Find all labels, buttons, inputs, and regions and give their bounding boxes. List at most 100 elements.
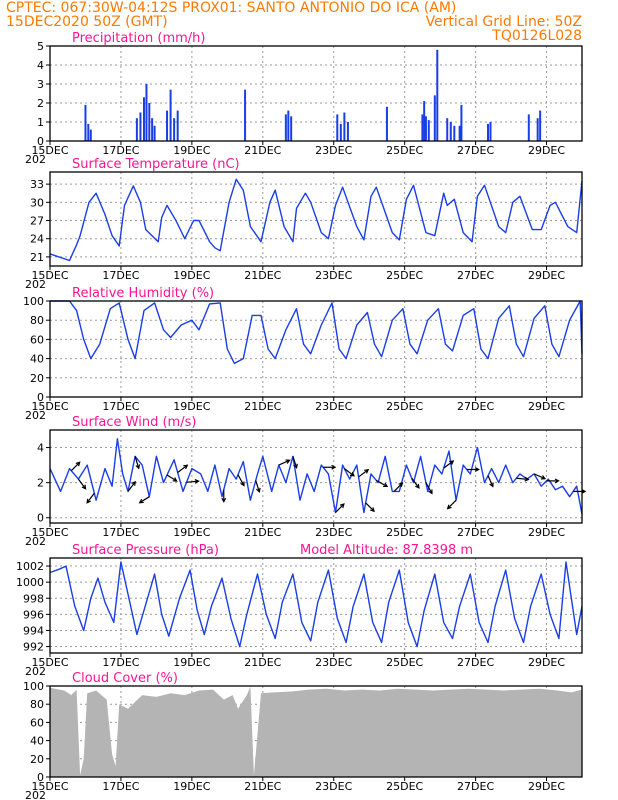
panel-precipitation: 0 1 2 3 4 5 15DEC 17DEC 19DEC 21DEC 23DEC 25DEC 27DE… bbox=[25, 31, 583, 166]
y-tick-label: 30 bbox=[30, 196, 44, 209]
precip-bar bbox=[423, 101, 426, 141]
y-tick-label: 1002 bbox=[16, 560, 44, 573]
precip-bar bbox=[151, 118, 154, 141]
precip-bar bbox=[343, 112, 346, 141]
precip-bar bbox=[436, 49, 439, 141]
cloud-cover-area bbox=[50, 686, 582, 777]
wind-arrow-shaft bbox=[487, 475, 494, 487]
wind-arrow-shaft bbox=[255, 480, 260, 493]
y-tick-label: 2 bbox=[37, 97, 44, 110]
x-tick-label: 27DEC bbox=[457, 526, 494, 539]
precip-bar bbox=[176, 110, 179, 141]
wind-arrow-head bbox=[383, 482, 389, 488]
wind-arrow-head bbox=[172, 477, 178, 482]
wind-arrow-shaft bbox=[292, 456, 298, 468]
wind-arrow-head bbox=[554, 478, 560, 484]
precip-bar bbox=[385, 106, 388, 141]
y-tick-label: 27 bbox=[30, 215, 44, 228]
wind-arrow-head bbox=[293, 463, 298, 469]
wind-arrow-head bbox=[331, 464, 337, 470]
wind-arrow-head bbox=[240, 481, 245, 487]
precip-bar bbox=[536, 118, 539, 141]
panel-title: Relative Humidity (%) bbox=[72, 286, 214, 301]
x-year-label: 202 bbox=[25, 278, 46, 291]
x-tick-label: 17DEC bbox=[102, 656, 139, 669]
x-tick-label: 19DEC bbox=[173, 144, 210, 157]
precip-bar bbox=[460, 104, 463, 141]
x-tick-label: 21DEC bbox=[244, 144, 281, 157]
wind-arrow-head bbox=[86, 498, 92, 504]
x-tick-label: 25DEC bbox=[386, 400, 423, 413]
x-tick-label: 25DEC bbox=[386, 269, 423, 282]
wind-arrow-shaft bbox=[177, 464, 188, 473]
precip-bar bbox=[145, 84, 148, 141]
wind-arrow-shaft bbox=[365, 502, 375, 512]
y-tick-label: 40 bbox=[30, 353, 44, 366]
y-tick-label: 100 bbox=[23, 680, 44, 693]
precip-bar bbox=[346, 122, 349, 141]
y-tick-label: 33 bbox=[30, 178, 44, 191]
x-tick-label: 29DEC bbox=[528, 656, 565, 669]
y-tick-label: 4 bbox=[37, 442, 44, 455]
x-year-label: 202 bbox=[25, 409, 46, 422]
y-tick-label: 5 bbox=[37, 40, 44, 53]
precip-bar bbox=[142, 97, 145, 141]
y-tick-label: 996 bbox=[23, 608, 44, 621]
precip-bar bbox=[427, 120, 430, 141]
precip-bar bbox=[148, 103, 151, 141]
x-tick-label: 21DEC bbox=[244, 656, 281, 669]
wind-arrow-head bbox=[138, 498, 144, 504]
wind-arrow-head bbox=[349, 471, 355, 477]
precip-bar bbox=[87, 123, 90, 141]
panel-cloud: 0 20 40 60 80 100 15DEC 17DEC 19DEC 21DEC 23DEC 25D… bbox=[23, 671, 583, 800]
x-tick-label: 19DEC bbox=[173, 269, 210, 282]
wind-arrow-head bbox=[135, 464, 141, 470]
y-tick-label: 998 bbox=[23, 592, 44, 605]
wind-arrow-shaft bbox=[443, 460, 454, 469]
wind-arrow-head bbox=[415, 483, 420, 489]
temperature-series-line bbox=[49, 178, 583, 262]
wind-arrow-shaft bbox=[335, 503, 345, 513]
y-tick-label: 1000 bbox=[16, 576, 44, 589]
wind-arrow-head bbox=[428, 489, 433, 495]
x-tick-label: 27DEC bbox=[457, 780, 494, 793]
wind-arrow-head bbox=[131, 480, 136, 486]
x-tick-label: 27DEC bbox=[457, 656, 494, 669]
precip-bar bbox=[449, 122, 452, 141]
panel-title: Surface Temperature (nC) bbox=[72, 157, 240, 172]
y-tick-label: 40 bbox=[30, 735, 44, 748]
precip-bar bbox=[89, 129, 92, 141]
wind-arrow-shaft bbox=[166, 474, 177, 482]
wind-arrow-shaft bbox=[278, 459, 290, 466]
y-tick-label: 60 bbox=[30, 333, 44, 346]
wind-arrow-head bbox=[75, 461, 81, 467]
wind-arrow-head bbox=[540, 475, 547, 480]
panel-frame bbox=[49, 429, 583, 524]
wind-arrow-shaft bbox=[393, 482, 403, 492]
panel-title: Surface Pressure (hPa) bbox=[72, 543, 219, 558]
x-tick-label: 21DEC bbox=[244, 526, 281, 539]
x-tick-label: 27DEC bbox=[457, 269, 494, 282]
x-tick-label: 29DEC bbox=[528, 400, 565, 413]
precip-bar bbox=[153, 125, 156, 141]
wind-arrow-shaft bbox=[134, 456, 140, 469]
precip-bar bbox=[139, 112, 142, 141]
precip-bar bbox=[446, 118, 449, 141]
wind-arrow-head bbox=[398, 482, 404, 488]
x-tick-label: 19DEC bbox=[173, 656, 210, 669]
x-tick-label: 17DEC bbox=[102, 144, 139, 157]
header-grid-note: Vertical Grid Line: 50Z bbox=[426, 14, 582, 30]
precip-bar bbox=[527, 114, 530, 141]
y-tick-label: 0 bbox=[37, 135, 44, 148]
wind-arrow-shaft bbox=[411, 477, 420, 489]
x-tick-label: 23DEC bbox=[315, 780, 352, 793]
y-tick-label: 0 bbox=[37, 512, 44, 525]
wind-arrow-shaft bbox=[358, 469, 369, 478]
wind-arrow-shaft bbox=[186, 480, 199, 483]
panels-group: 0 1 2 3 4 5 15DEC 17DEC 19DEC 21DEC 23DEC 25DEC 27DE… bbox=[16, 31, 587, 800]
wind-arrow-head bbox=[370, 507, 375, 513]
y-tick-label: 994 bbox=[23, 624, 44, 637]
panel-humidity: 0 20 40 60 80 100 15DEC 17DEC 19DEC 21DEC 23DEC 25D… bbox=[23, 286, 583, 422]
x-tick-label: 17DEC bbox=[102, 400, 139, 413]
header-run-date: 15DEC2020 50Z (GMT) bbox=[6, 14, 168, 30]
